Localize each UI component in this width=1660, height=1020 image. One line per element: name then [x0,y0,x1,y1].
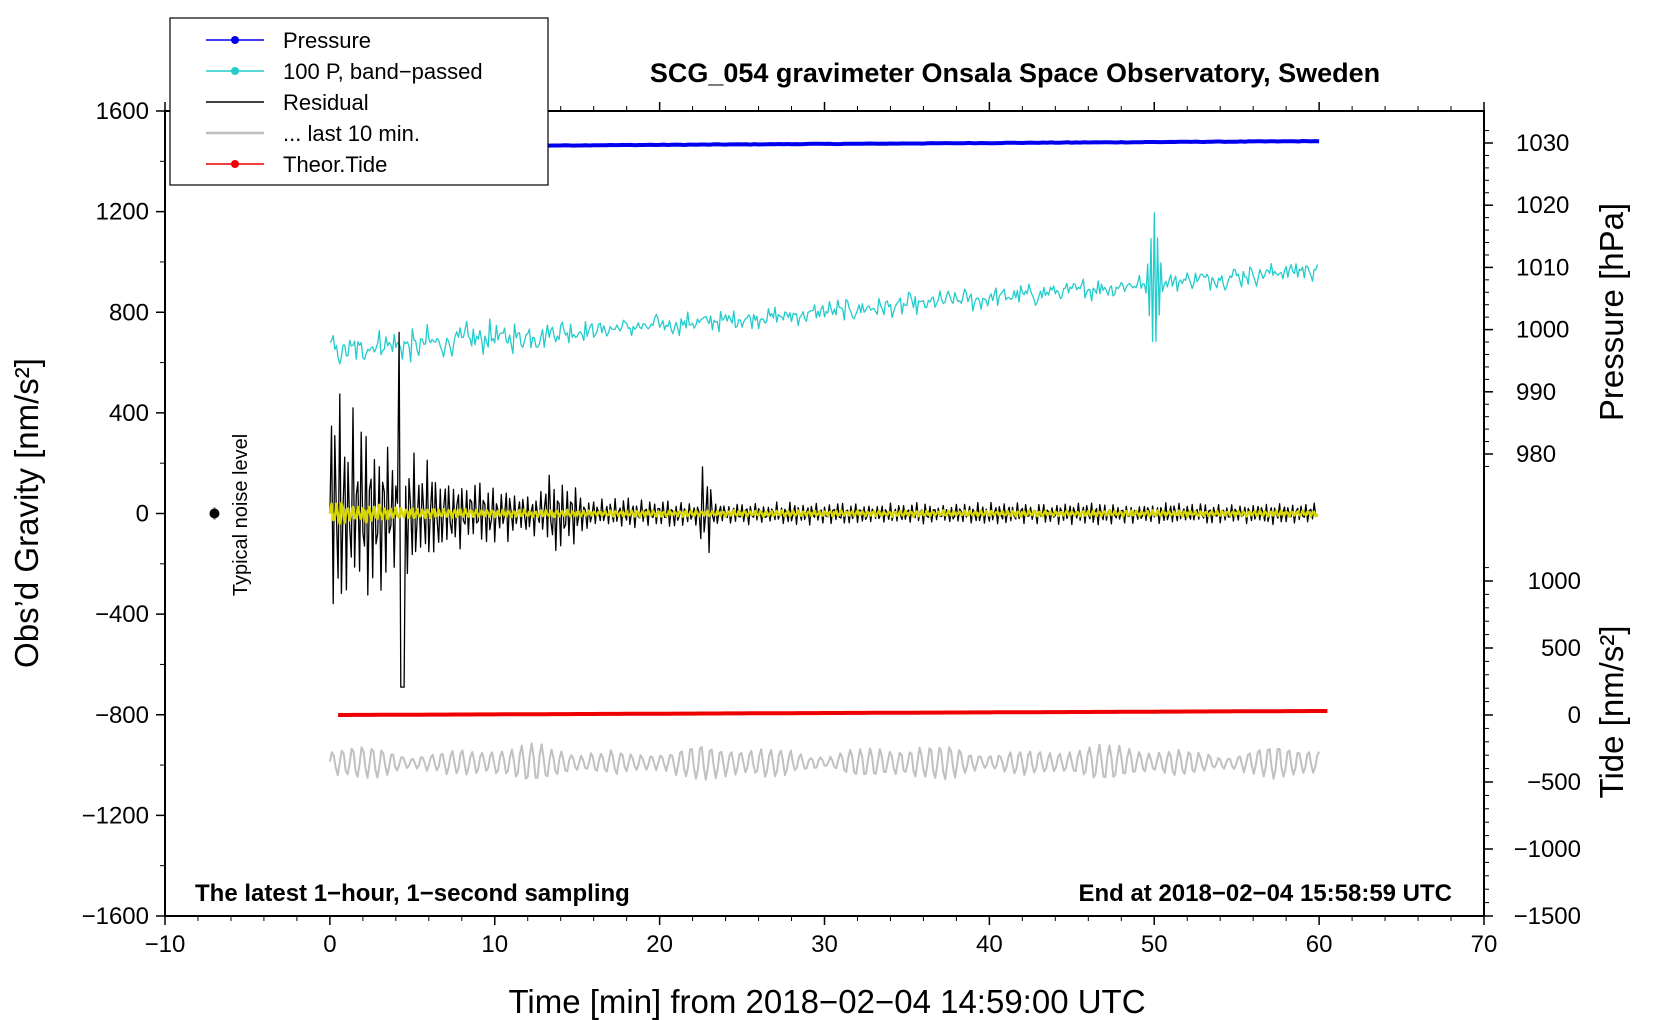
series-last10min-line [328,742,1321,781]
x-tick-label: 10 [481,931,508,958]
legend-label: Residual [283,90,369,115]
y-tick-label: 800 [109,299,149,326]
x-tick-label: 60 [1306,931,1333,958]
y-tick-label: 0 [136,501,149,528]
x-tick-labels: −10 0 10 20 30 40 50 60 70 [145,931,1498,958]
legend-label: Theor.Tide [283,152,387,177]
pressure-tick-label: 990 [1516,379,1556,406]
series-tide-line [338,709,1328,717]
y-tick-labels: 1600 1200 800 400 0 −400 −800 −1200 −1600 [82,98,149,930]
pressure-tick-label: 1030 [1516,130,1569,157]
x-tick-label: 20 [646,931,673,958]
pressure-axis-title: Pressure [hPa] [1593,203,1630,421]
pressure-tick-label: 1000 [1516,317,1569,344]
tide-tick-label: 0 [1568,702,1581,729]
x-tick-label: −10 [145,931,186,958]
y-tick-label: −400 [95,601,149,628]
y-tick-label: −1200 [82,802,149,829]
y-tick-label: 1600 [96,98,149,125]
series-bandpassed-line [329,212,1319,365]
tide-tick-label: 500 [1541,635,1581,662]
tide-tick-label: −500 [1527,769,1581,796]
legend-label: Pressure [283,28,371,53]
y-tick-label: 1200 [96,199,149,226]
tide-tick-labels: 1000 500 0 −500 −1000 −1500 [1514,568,1581,930]
x-tick-label: 0 [323,931,336,958]
tide-tick-label: 1000 [1528,568,1581,595]
legend-marker [231,160,239,168]
tide-axis-title: Tide [nm/s²] [1593,626,1630,799]
y-tick-label: −1600 [82,903,149,930]
y-tick-label: 400 [109,400,149,427]
x-tick-label: 50 [1141,931,1168,958]
y-tick-label: −800 [95,702,149,729]
x-tick-label: 70 [1471,931,1498,958]
note-end-time: End at 2018−02−04 15:58:59 UTC [1078,880,1452,907]
legend-marker [231,67,239,75]
legend-label: 100 P, band−passed [283,59,483,84]
chart-title: SCG_054 gravimeter Onsala Space Observat… [650,58,1380,88]
pressure-tick-labels: 1030 1020 1010 1000 990 980 [1516,130,1569,468]
legend-marker [231,36,239,44]
noise-label: Typical noise level [230,434,252,596]
series-residual-line [329,331,1318,688]
tide-tick-label: −1500 [1514,903,1581,930]
series-layer [328,139,1328,781]
y-axis-title: Obs’d Gravity [nm/s²] [8,358,45,668]
noise-dot [209,508,220,519]
tide-tick-label: −1000 [1514,836,1581,863]
series-residual-yellow-line [328,501,1319,526]
pressure-tick-label: 1020 [1516,192,1569,219]
legend: Pressure 100 P, band−passed Residual ... la… [169,17,549,186]
legend-label: ... last 10 min. [283,121,420,146]
noise-marker [209,507,220,520]
x-axis-title: Time [min] from 2018−02−04 14:59:00 UTC [508,983,1145,1020]
x-tick-label: 40 [976,931,1003,958]
x-tick-label: 30 [811,931,838,958]
pressure-tick-label: 1010 [1516,254,1569,281]
pressure-tick-label: 980 [1516,441,1556,468]
note-sampling: The latest 1−hour, 1−second sampling [195,880,630,907]
